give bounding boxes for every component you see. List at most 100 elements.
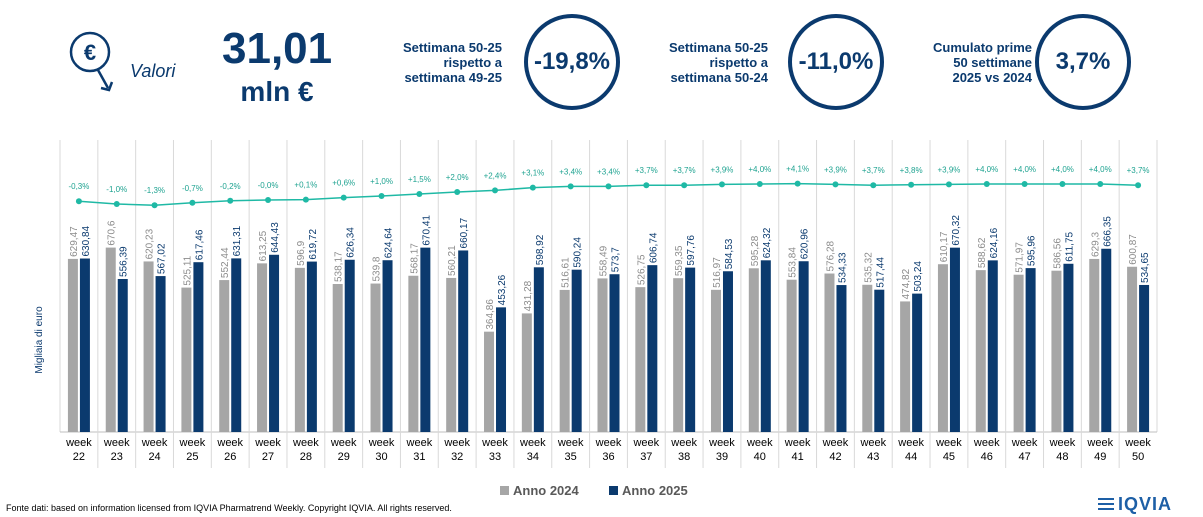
line-point	[643, 182, 650, 189]
line-point	[983, 181, 990, 187]
bar-2024-label: 474,82	[901, 268, 912, 299]
bar-2024	[446, 277, 457, 432]
line-point	[151, 202, 158, 209]
x-tick-label-number: 34	[527, 451, 539, 463]
bar-2025-label: 595,96	[1027, 235, 1038, 266]
bar-2025	[1101, 248, 1112, 432]
bar-2025	[987, 260, 998, 432]
x-tick-label: week	[1049, 437, 1076, 449]
x-tick-label-number: 44	[905, 451, 917, 463]
bar-2024-label: 586,56	[1052, 238, 1063, 269]
bar-2025	[685, 267, 696, 432]
iqvia-logo: IQVIA	[1118, 494, 1173, 514]
line-point-label: +4,0%	[975, 165, 998, 174]
x-tick-label-number: 42	[829, 451, 841, 463]
bar-2025	[949, 247, 960, 432]
x-tick-label: week	[216, 437, 243, 449]
line-point	[908, 181, 915, 188]
bar-2025-label: 626,34	[346, 227, 357, 258]
line-point-label: +4,0%	[1051, 165, 1074, 174]
line-point-label: +4,1%	[786, 165, 809, 174]
line-point-label: +3,9%	[824, 165, 847, 174]
line-point	[756, 181, 763, 187]
x-tick-label-number: 46	[981, 451, 993, 463]
x-tick-label-number: 35	[565, 451, 577, 463]
x-tick-label: week	[557, 437, 584, 449]
legend-label-2025: Anno 2025	[622, 483, 688, 498]
line-point	[1059, 181, 1066, 187]
bar-2024-label: 364,86	[485, 299, 496, 330]
x-tick-label: week	[632, 437, 659, 449]
bar-2025-label: 624,32	[762, 227, 773, 258]
line-point	[492, 187, 499, 194]
bar-2024	[937, 264, 948, 432]
bar-2025-label: 660,17	[459, 217, 470, 248]
line-point	[265, 197, 272, 203]
line-point	[718, 181, 725, 188]
kpi-1-circle: -19,8%	[524, 14, 620, 110]
bar-2025	[458, 250, 469, 432]
bar-2025-label: 630,84	[81, 225, 92, 256]
bar-2025-label: 453,26	[497, 274, 508, 305]
line-point-label: +3,1%	[521, 169, 544, 178]
x-tick-label: week	[859, 437, 886, 449]
bar-2025-label: 567,02	[157, 243, 168, 274]
bar-2025	[420, 247, 431, 432]
bar-2024	[597, 278, 608, 432]
bar-2024	[257, 263, 268, 432]
bar-2025	[874, 289, 885, 432]
bar-2025	[571, 269, 582, 432]
legend-label-2024: Anno 2024	[513, 483, 580, 498]
x-tick-label-number: 33	[489, 451, 501, 463]
line-point-label: +3,4%	[597, 167, 620, 176]
line-point-label: +4,0%	[1013, 165, 1036, 174]
bar-2024	[181, 287, 192, 432]
bar-2025	[269, 254, 280, 432]
bar-2025	[79, 258, 90, 432]
line-point	[945, 181, 952, 188]
line-point	[340, 194, 347, 201]
bar-2025-label: 631,31	[232, 225, 243, 256]
x-tick-label-number: 49	[1094, 451, 1106, 463]
x-tick-label-number: 43	[867, 451, 879, 463]
line-point-label: -0,7%	[182, 184, 203, 193]
bar-2025	[760, 260, 771, 432]
x-tick-label-number: 37	[640, 451, 652, 463]
x-tick-label-number: 27	[262, 451, 274, 463]
bar-2024-label: 559,35	[674, 245, 685, 276]
bar-2024-label: 538,17	[334, 251, 345, 282]
x-tick-label: week	[179, 437, 206, 449]
x-tick-label: week	[595, 437, 622, 449]
x-tick-label-number: 41	[792, 451, 804, 463]
x-tick-label-number: 29	[338, 451, 350, 463]
bar-2024-label: 613,25	[258, 230, 269, 261]
bar-2024-label: 526,75	[636, 254, 647, 285]
x-tick-label: week	[481, 437, 508, 449]
x-tick-label-number: 32	[451, 451, 463, 463]
weekly-sales-chart: Migliaia di euro 629,47 630,84 week 22 -0,3% 6…	[34, 140, 1158, 498]
bar-2025	[609, 274, 620, 432]
bar-2025	[382, 260, 393, 432]
line-point-label: +4,0%	[748, 165, 771, 174]
x-tick-label: week	[406, 437, 433, 449]
line-point	[113, 201, 120, 207]
total-value: 31,01	[222, 24, 333, 73]
bar-2025-label: 611,75	[1064, 231, 1075, 261]
bar-2024-label: 600,87	[1128, 234, 1139, 265]
line-point-label: +0,1%	[294, 181, 317, 190]
x-tick-label-number: 36	[602, 451, 614, 463]
x-tick-label-number: 23	[111, 451, 123, 463]
bar-2025	[496, 307, 507, 432]
line-point	[832, 181, 839, 188]
kpi-2-circle: -11,0%	[788, 14, 884, 110]
bar-2025-label: 624,16	[989, 227, 1000, 258]
line-point-label: +4,0%	[1089, 165, 1112, 174]
bar-2024	[824, 273, 835, 432]
line-point-label: +3,8%	[900, 166, 923, 175]
bar-2025-label: 617,46	[194, 229, 205, 260]
x-tick-label: week	[519, 437, 546, 449]
bar-2025-label: 556,39	[119, 246, 130, 277]
euro-down-icon: €	[69, 31, 114, 92]
bar-2024	[332, 284, 343, 432]
bar-2024	[710, 289, 721, 432]
